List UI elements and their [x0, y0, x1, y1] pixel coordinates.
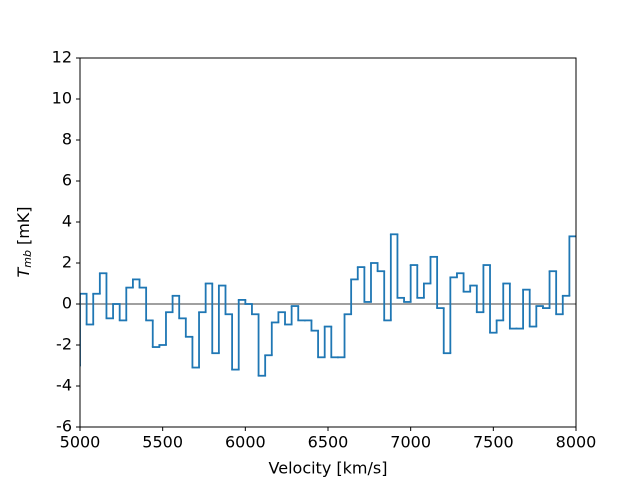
x-tick-label: 7000	[390, 433, 431, 452]
y-tick-label: -4	[56, 376, 72, 395]
y-tick-label: -2	[56, 335, 72, 354]
y-label-sub: mb	[21, 250, 34, 268]
x-tick-label: 6500	[308, 433, 349, 452]
x-tick-label: 7500	[473, 433, 514, 452]
step-connector	[80, 234, 571, 376]
axes-frame	[79, 57, 577, 428]
y-axis-label: Tmb [mK]	[14, 206, 35, 277]
y-tick-label: 6	[62, 171, 72, 190]
y-tick-label: 12	[52, 48, 72, 67]
x-tick-label: 5500	[142, 433, 183, 452]
plot-area	[80, 233, 576, 377]
y-label-main: T	[14, 267, 33, 278]
y-tick-label: 2	[62, 253, 72, 272]
x-tick-label: 8000	[556, 433, 597, 452]
y-tick-label: 10	[52, 89, 72, 108]
y-tick-label: -6	[56, 417, 72, 436]
x-axis-label: Velocity [km/s]	[269, 459, 388, 478]
y-label-unit: [mK]	[14, 206, 33, 245]
y-tick-label: 0	[62, 294, 72, 313]
y-tick-label: 4	[62, 212, 72, 231]
x-tick-label: 6000	[225, 433, 266, 452]
y-tick-label: 8	[62, 130, 72, 149]
x-tick-label: 5000	[60, 433, 101, 452]
